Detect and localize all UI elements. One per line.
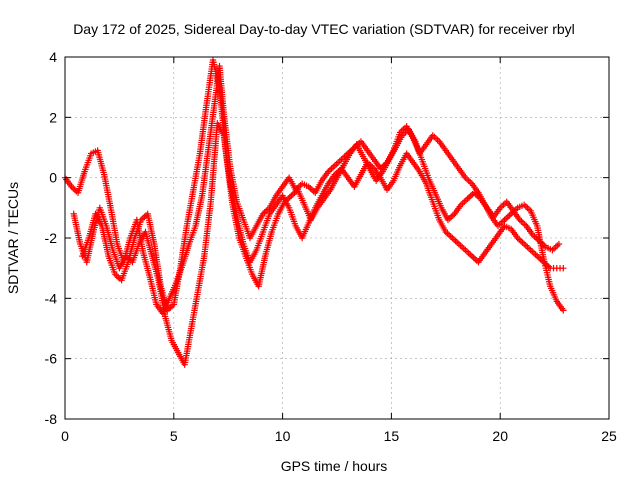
data-point	[522, 203, 529, 210]
x-tick-label: 10	[275, 428, 291, 444]
series-track-2	[70, 120, 567, 368]
data-point	[527, 246, 534, 254]
x-tick-label: 20	[492, 428, 508, 444]
data-point	[516, 236, 523, 243]
data-point	[520, 240, 528, 248]
y-tick-label: -2	[45, 230, 58, 246]
data-point	[445, 231, 453, 239]
data-point	[465, 177, 472, 184]
data-point	[467, 178, 474, 186]
data-point	[540, 258, 547, 266]
x-tick-label: 0	[61, 428, 69, 444]
data-point	[432, 135, 440, 142]
data-point	[498, 203, 506, 210]
data-point	[524, 243, 531, 251]
data-point	[463, 248, 471, 255]
data-point	[449, 212, 457, 219]
data-point	[519, 219, 527, 227]
data-point	[447, 233, 454, 240]
data-point	[115, 274, 122, 281]
data-point	[333, 160, 340, 168]
series-track-3	[79, 56, 563, 314]
data-point	[468, 252, 476, 260]
data-point	[331, 162, 339, 169]
data-point	[308, 186, 316, 193]
data-point	[550, 245, 558, 252]
data-point	[288, 192, 295, 199]
data-point	[554, 242, 561, 249]
data-point	[434, 136, 441, 144]
data-point	[455, 240, 463, 248]
series-track-1	[61, 62, 567, 317]
data-point	[465, 249, 472, 257]
y-axis-label: SDTVAR / TECUs	[5, 182, 21, 294]
data-marks	[61, 56, 567, 368]
data-point	[450, 236, 458, 243]
data-point	[467, 192, 475, 199]
data-point	[462, 246, 469, 254]
data-point	[462, 197, 470, 204]
data-point	[502, 215, 510, 222]
y-tick-label: 2	[49, 109, 57, 125]
y-tick-label: -8	[45, 411, 58, 427]
data-point	[329, 163, 337, 171]
data-point	[519, 239, 526, 246]
y-tick-label: -4	[45, 290, 58, 306]
data-point	[467, 251, 474, 258]
data-point	[69, 185, 77, 192]
data-point	[334, 159, 342, 166]
data-point	[560, 307, 567, 314]
data-point	[328, 165, 335, 172]
y-tick-label: -6	[45, 351, 58, 367]
data-point	[532, 251, 539, 258]
data-point	[471, 255, 479, 263]
data-point	[525, 245, 533, 252]
data-point	[463, 175, 471, 183]
data-point	[518, 218, 525, 225]
data-point	[454, 239, 461, 246]
data-point	[464, 195, 471, 202]
data-point	[449, 234, 456, 242]
data-point	[141, 213, 148, 221]
data-point	[459, 200, 466, 207]
y-tick-label: 4	[49, 49, 57, 65]
y-tick-label: 0	[49, 170, 57, 186]
x-tick-label: 25	[601, 428, 617, 444]
data-point	[537, 239, 545, 246]
data-point	[460, 245, 467, 252]
data-point	[448, 213, 455, 221]
data-point	[522, 242, 529, 249]
data-point	[530, 249, 538, 257]
data-point	[501, 216, 508, 224]
data-point	[533, 252, 541, 260]
data-point	[555, 240, 563, 248]
chart-title: Day 172 of 2025, Sidereal Day-to-day VTE…	[73, 21, 575, 37]
x-tick-label: 5	[170, 428, 178, 444]
data-point	[529, 248, 536, 255]
data-point	[452, 237, 459, 245]
x-tick-label: 15	[384, 428, 400, 444]
data-point	[461, 198, 468, 205]
data-point	[71, 186, 78, 193]
data-point	[560, 264, 567, 272]
data-point	[535, 254, 543, 261]
data-point	[326, 166, 334, 174]
data-point	[524, 204, 531, 212]
data-point	[470, 254, 477, 261]
data-point	[504, 213, 512, 221]
data-point	[521, 221, 528, 228]
data-point	[499, 218, 507, 225]
x-axis-label: GPS time / hours	[281, 458, 388, 474]
data-point	[465, 194, 473, 201]
data-point	[517, 237, 525, 245]
data-point	[458, 243, 466, 251]
data-point	[500, 201, 507, 209]
data-point	[457, 242, 464, 249]
